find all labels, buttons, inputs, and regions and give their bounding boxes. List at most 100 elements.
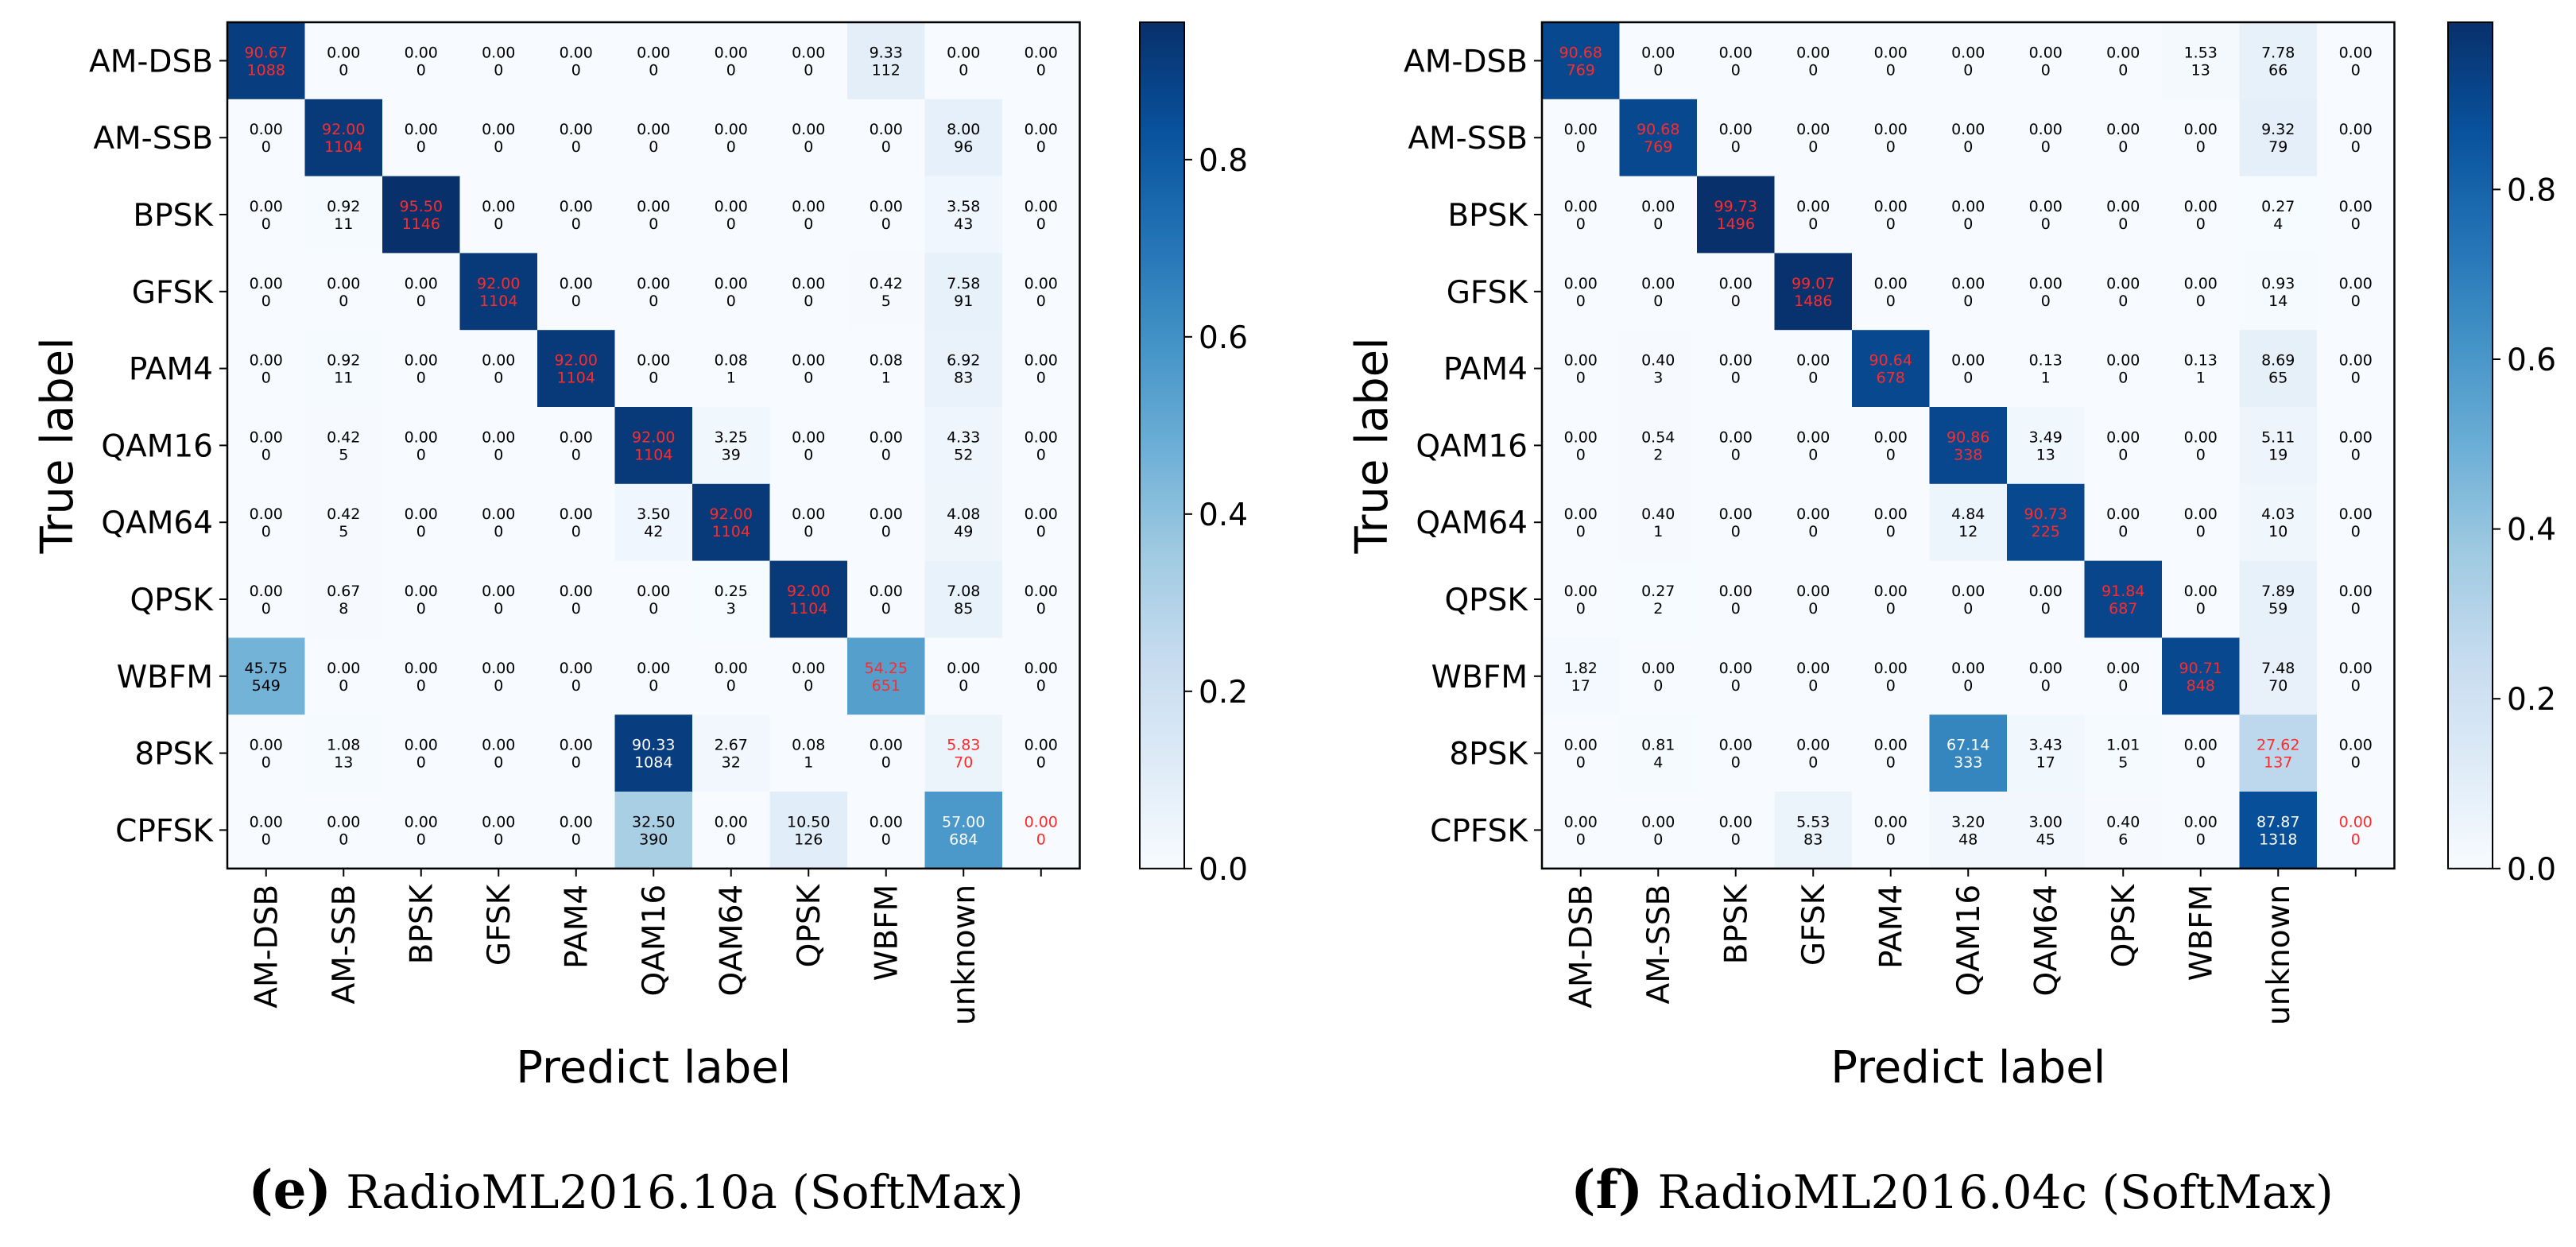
heatmap-cell [2162, 637, 2241, 715]
heatmap-cell [459, 99, 538, 177]
heatmap-cell [1697, 715, 1776, 792]
heatmap-cell [614, 22, 693, 100]
colorbar-tick-label: 0.0 [2507, 852, 2556, 888]
cell-percent-label: 0.00 [2029, 44, 2063, 61]
cell-count-label: 5 [2118, 754, 2128, 772]
cell-percent-label: 0.00 [870, 813, 903, 831]
heatmap-cell [1852, 253, 1931, 331]
cell-percent-label: 90.33 [632, 737, 675, 754]
cell-count-label: 0 [1036, 446, 1046, 463]
cell-percent-label: 0.00 [1951, 352, 1985, 370]
heatmap-cell [1929, 330, 2008, 408]
cell-count-label: 65 [2268, 370, 2287, 387]
cell-count-label: 0 [726, 215, 736, 233]
cell-percent-label: 90.73 [2024, 505, 2067, 523]
cell-percent-label: 0.42 [327, 428, 360, 446]
cell-count-label: 0 [1653, 292, 1663, 310]
heatmap-cell [1929, 176, 2008, 254]
heatmap-cell [1697, 176, 1776, 254]
x-tick-label: WBFM [870, 885, 905, 981]
heatmap-cell [2084, 176, 2163, 254]
heatmap-cell [1542, 253, 1621, 331]
y-tick-label: QAM64 [1416, 505, 1528, 541]
cell-count-label: 0 [494, 446, 503, 463]
cell-count-label: 0 [2196, 754, 2206, 772]
cell-percent-label: 0.00 [2184, 813, 2218, 831]
cell-count-label: 0 [261, 523, 271, 540]
cell-percent-label: 0.08 [792, 737, 825, 754]
heatmap-cell [2084, 560, 2163, 638]
cell-percent-label: 0.00 [1025, 44, 1058, 61]
cell-percent-label: 0.13 [2029, 352, 2063, 370]
cell-percent-label: 0.00 [1951, 121, 1985, 138]
cell-count-label: 0 [1963, 370, 1973, 387]
heatmap-cell [304, 253, 383, 331]
cell-percent-label: 0.00 [2184, 121, 2218, 138]
cell-count-label: 0 [1036, 292, 1046, 310]
heatmap-cell [1619, 637, 1698, 715]
cell-percent-label: 0.27 [2261, 198, 2295, 215]
x-tick-label: unknown [2261, 885, 2297, 1025]
cell-count-label: 0 [804, 138, 813, 156]
heatmap-cell [769, 715, 848, 792]
cell-percent-label: 0.00 [792, 505, 825, 523]
cell-percent-label: 0.00 [1564, 275, 1598, 292]
heatmap-cell [1929, 637, 2008, 715]
cell-count-label: 0 [2118, 677, 2128, 695]
cell-count-label: 0 [2351, 831, 2361, 848]
y-tick-label: BPSK [1447, 198, 1528, 234]
cell-count-label: 0 [1731, 292, 1741, 310]
cell-percent-label: 0.00 [1951, 660, 1985, 677]
cell-count-label: 0 [1576, 754, 1586, 772]
heatmap-cell [1774, 22, 1853, 100]
cell-count-label: 0 [1963, 600, 1973, 618]
cell-percent-label: 95.50 [400, 198, 443, 215]
cell-percent-label: 0.00 [715, 813, 748, 831]
cell-count-label: 0 [416, 523, 426, 540]
cell-percent-label: 0.00 [1641, 198, 1675, 215]
cell-percent-label: 3.43 [2029, 737, 2063, 754]
colorbar-tick-label: 0.2 [1199, 675, 1248, 711]
colorbar-tick-label: 0.0 [1199, 852, 1248, 888]
heatmap-cell [2084, 253, 2163, 331]
cell-percent-label: 7.89 [2261, 583, 2295, 600]
cell-count-label: 0 [1808, 446, 1818, 463]
caption-text: RadioML2016.04c (SoftMax) [1643, 1165, 2334, 1219]
cell-percent-label: 45.75 [245, 660, 288, 677]
cell-count-label: 5 [881, 292, 891, 310]
cell-percent-label: 0.13 [2184, 352, 2218, 370]
cell-count-label: 0 [2351, 370, 2361, 387]
cell-percent-label: 7.58 [947, 275, 980, 292]
heatmap-cell [304, 483, 383, 562]
cell-percent-label: 0.00 [1874, 121, 1908, 138]
cell-percent-label: 99.07 [1792, 275, 1834, 292]
cell-count-label: 0 [804, 446, 813, 463]
x-tick-label: unknown [947, 885, 982, 1025]
cell-percent-label: 0.00 [482, 583, 515, 600]
cell-count-label: 0 [571, 523, 581, 540]
cell-percent-label: 0.00 [482, 198, 515, 215]
cell-percent-label: 92.00 [477, 275, 520, 292]
cell-count-label: 126 [794, 831, 823, 848]
cell-percent-label: 0.00 [2184, 198, 2218, 215]
heatmap-cell [2084, 330, 2163, 408]
cell-count-label: 0 [1731, 138, 1741, 156]
cell-count-label: 0 [2041, 600, 2051, 618]
cell-percent-label: 32.50 [632, 813, 675, 831]
cell-count-label: 333 [1954, 754, 1982, 772]
heatmap-cell [537, 22, 616, 100]
heatmap-cell [769, 253, 848, 331]
heatmap-cell [2317, 253, 2396, 331]
heatmap-cell [2162, 407, 2241, 485]
y-tick-label: WBFM [1431, 660, 1528, 695]
cell-count-label: 0 [1036, 677, 1046, 695]
cell-count-label: 0 [726, 292, 736, 310]
heatmap-cell [1002, 560, 1081, 638]
cell-count-label: 0 [1576, 292, 1586, 310]
cell-count-label: 0 [2118, 61, 2128, 79]
cell-count-label: 0 [1731, 754, 1741, 772]
cell-count-label: 1088 [247, 61, 285, 79]
cell-count-label: 0 [416, 677, 426, 695]
heatmap-cell [692, 407, 771, 485]
cell-percent-label: 8.69 [2261, 352, 2295, 370]
